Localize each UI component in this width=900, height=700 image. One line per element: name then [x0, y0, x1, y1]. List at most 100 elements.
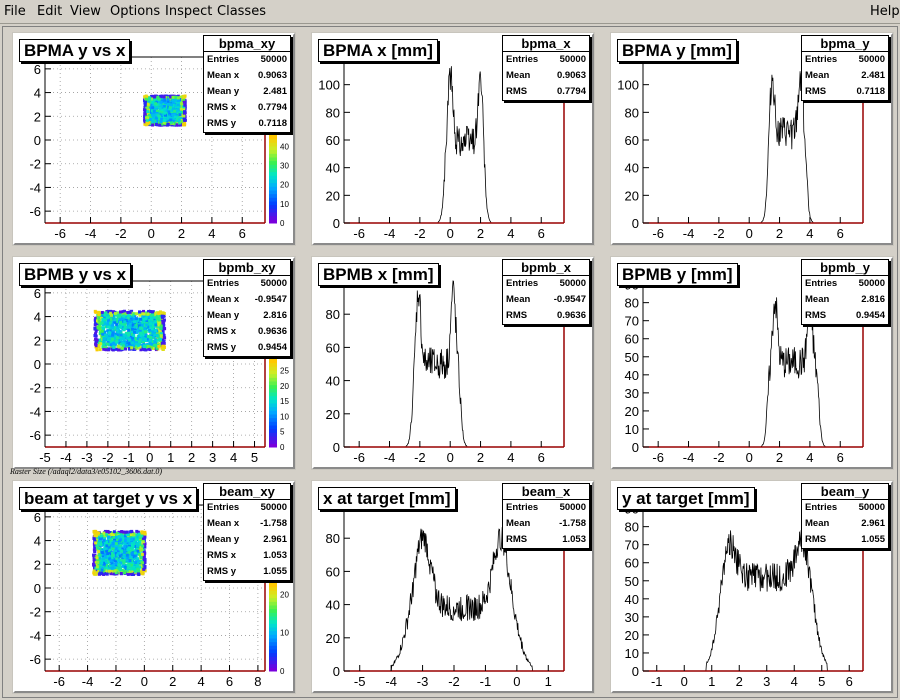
x-tick-label-2: -3: [417, 674, 429, 689]
heat-cell: [153, 312, 157, 316]
heat-cell: [159, 332, 163, 336]
heat-cell: [147, 100, 151, 104]
heat-cell: [176, 103, 180, 107]
heat-cell: [132, 341, 136, 345]
pad-beam_y[interactable]: -101234560102030405060708090y at target …: [610, 480, 894, 694]
stats-box[interactable]: bpmb_xy Entries 50000 Mean x -0.9547 Mean y 2.…: [203, 259, 291, 357]
menu-view[interactable]: View: [70, 4, 101, 19]
root-canvas[interactable]: 0 10 20 30 40 -6 -4 -2 0 2 4 6 -6 -4 -2 0 2 4 6 BPMA y vs x…: [2, 26, 898, 698]
stats-title: bpma_xy: [204, 36, 290, 52]
menu-edit[interactable]: Edit: [37, 4, 63, 19]
heat-cell: [143, 330, 147, 334]
heat-cell: [157, 328, 161, 332]
menu-classes[interactable]: Classes: [217, 4, 266, 19]
palette-step: [269, 135, 277, 140]
heat-cell: [111, 331, 115, 335]
heat-cell: [126, 325, 130, 329]
heat-cell: [111, 572, 115, 576]
y-tick-label-6: 6: [34, 510, 41, 525]
heat-cell: [118, 568, 122, 572]
x-tick-label-7: 6: [846, 674, 853, 689]
stats-box[interactable]: bpma_xy Entries 50000 Mean x 0.9063 Mean y 2.4…: [203, 35, 291, 133]
stats-box[interactable]: bpmb_y Entries 50000 Mean 2.816 RMS 0.9454: [801, 259, 889, 325]
pad-bpmb_y[interactable]: -6-4-202460102030405060708090BPMB y [mm]…: [610, 256, 894, 470]
x-tick-label-7: 8: [254, 674, 261, 689]
chart-title[interactable]: BPMB x [mm]: [318, 263, 439, 286]
pad-beam_xy[interactable]: 0 10 20 -6 -4 -2 0 2 4 6 8 -6 -4 -2 0 2 4 6 beam at target…: [12, 480, 296, 694]
heat-cell: [93, 323, 97, 327]
menu-file[interactable]: File: [4, 4, 26, 19]
pad-bpma_x[interactable]: -6 -4 -2 0 2 4 6 0 20 40 60 80 100 BPMA x [mm] bpma_x E…: [311, 32, 595, 246]
chart-title[interactable]: beam at target y vs x: [19, 487, 198, 510]
heat-cell: [108, 548, 112, 552]
heat-cell: [155, 116, 159, 120]
heat-cell: [122, 344, 126, 348]
heat-cell: [140, 323, 144, 327]
menu-help[interactable]: Help: [870, 4, 900, 19]
pad-bpma_xy[interactable]: 0 10 20 30 40 -6 -4 -2 0 2 4 6 -6 -4 -2 0 2 4 6 BPMA y vs x…: [12, 32, 296, 246]
heat-cell: [119, 532, 123, 536]
heat-cell: [152, 98, 156, 102]
pad-bpmb_x[interactable]: -6-4-20246020406080100BPMB x [mm]bpmb_xE…: [311, 256, 595, 470]
stats-value: 2.481: [861, 70, 885, 81]
heat-cell: [125, 563, 129, 567]
heat-cell: [98, 552, 102, 556]
y-tick-label-1: 10: [625, 646, 639, 661]
heat-cell: [145, 121, 149, 125]
stats-row: Entries 50000: [802, 52, 888, 68]
stats-value: 0.9636: [556, 310, 586, 321]
heat-cell: [101, 557, 105, 561]
heat-cell: [151, 106, 155, 110]
heat-cell: [162, 336, 166, 340]
y-tick-label-2: 40: [326, 161, 340, 176]
pad-bpma_y[interactable]: -6-4-20246020406080100120BPMA y [mm]bpma…: [610, 32, 894, 246]
chart-title[interactable]: BPMA y [mm]: [617, 39, 737, 62]
chart-title[interactable]: BPMB y [mm]: [617, 263, 738, 286]
palette-step: [269, 612, 277, 617]
chart-title[interactable]: BPMA y vs x: [19, 39, 131, 62]
stats-box[interactable]: bpma_y Entries 50000 Mean 2.481 RMS 0.7118: [801, 35, 889, 101]
stats-box[interactable]: beam_xy Entries 50000 Mean x -1.758 Mean y 2.9…: [203, 483, 291, 581]
chart-title[interactable]: y at target [mm]: [617, 487, 755, 510]
heat-cell: [107, 535, 111, 539]
heat-cell: [147, 328, 151, 332]
x-tick-label-5: 0: [146, 450, 153, 465]
chart-title[interactable]: x at target [mm]: [318, 487, 456, 510]
heat-cell: [101, 319, 105, 323]
menu-options[interactable]: Options: [110, 4, 161, 19]
stats-box[interactable]: bpmb_x Entries 50000 Mean -0.9547 RMS 0.9636: [502, 259, 590, 325]
heat-cell: [122, 554, 126, 558]
x-tick-label-6: 6: [837, 226, 844, 241]
pad-bpmb_xy[interactable]: 0 5 10 15 20 25 -5 -4 -3 -2 -1 0 1 2 3 4 5 -6 -4 -2 0 2 4 6 BPMB…: [12, 256, 296, 470]
chart-title[interactable]: BPMB y vs x: [19, 263, 132, 286]
heat-cell: [144, 108, 148, 112]
heat-cell: [182, 114, 186, 118]
heat-cell: [130, 346, 134, 350]
stats-row: RMS x 1.053: [204, 548, 290, 564]
stats-box[interactable]: beam_x Entries 50000 Mean -1.758 RMS 1.053: [502, 483, 590, 549]
heat-cell: [146, 112, 150, 116]
heat-cell: [94, 541, 98, 545]
heat-cell: [143, 326, 147, 330]
y-tick-label-8: 80: [625, 296, 639, 311]
stats-box[interactable]: bpma_x Entries 50000 Mean 0.9063 RMS 0.7794: [502, 35, 590, 101]
y-tick-label-6: 60: [625, 556, 639, 571]
heat-cell: [162, 333, 166, 337]
heat-cell: [155, 314, 159, 318]
pad-beam_x[interactable]: -5-4-3-2-101020406080100x at target [mm]…: [311, 480, 595, 694]
heat-cell: [102, 561, 106, 565]
heat-cell: [119, 549, 123, 553]
heat-cell: [138, 536, 142, 540]
heat-cell: [142, 347, 146, 351]
chart-title[interactable]: BPMA x [mm]: [318, 39, 438, 62]
palette-step: [269, 193, 277, 198]
stats-box[interactable]: beam_y Entries 50000 Mean 2.961 RMS 1.055: [801, 483, 889, 549]
heat-cell: [149, 121, 153, 125]
heat-cell: [139, 317, 143, 321]
heat-cell: [107, 337, 111, 341]
menu-inspect[interactable]: Inspect: [165, 4, 213, 19]
heat-cell: [176, 107, 180, 111]
heat-cell: [145, 343, 149, 347]
heat-cell: [151, 119, 155, 123]
y-tick-label-3: 30: [625, 610, 639, 625]
